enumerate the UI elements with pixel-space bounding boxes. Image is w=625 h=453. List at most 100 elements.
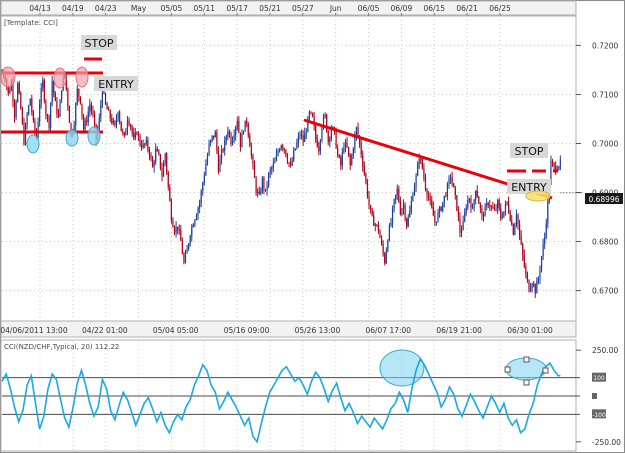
candle-body [134, 132, 136, 138]
candle-body [224, 140, 226, 151]
candle-body [509, 212, 511, 221]
bottom-date-tick: 05/04 05:00 [153, 326, 199, 335]
candle-body [551, 160, 554, 164]
candle-body [37, 121, 39, 138]
candle-body [398, 188, 400, 202]
candle-body [396, 188, 398, 195]
top-date-tick: May [131, 4, 147, 13]
candle-body [493, 208, 496, 210]
candle-body [379, 230, 381, 238]
candle-body [17, 83, 19, 102]
candle-body [145, 139, 147, 145]
resistance-touch-2 [53, 67, 67, 89]
candle-body [233, 135, 235, 140]
candle-body [503, 211, 505, 217]
candle-body [136, 132, 138, 135]
candle-body [371, 208, 373, 216]
candle-body [188, 243, 190, 249]
candle-body [426, 189, 428, 196]
candle-body [177, 226, 179, 230]
candle-body [142, 143, 144, 148]
candle-body [337, 148, 339, 156]
candle-body [108, 109, 110, 111]
candle-body [406, 218, 408, 227]
candle-body [197, 207, 199, 216]
candle-body [34, 120, 36, 131]
candle-body [73, 125, 75, 132]
candle-body [460, 229, 463, 233]
candle-body [167, 171, 169, 188]
candle-body [29, 98, 31, 106]
candle-body [217, 150, 220, 172]
candle-body [20, 93, 22, 109]
candle-body [558, 166, 560, 170]
candle-body [385, 250, 387, 264]
candle-body [249, 135, 251, 147]
candle-body [61, 90, 63, 100]
candle-body [418, 158, 420, 164]
candle-body [446, 183, 449, 197]
candle-body [304, 133, 306, 142]
candle-body [526, 274, 529, 280]
candle-body [158, 151, 160, 155]
candle-body [338, 155, 340, 158]
candle-body [421, 159, 423, 169]
cci-indicator-label: CCI(NZD/CHF,Typical, 20) 112.22 [4, 343, 119, 351]
candle-body [166, 153, 168, 172]
template-label: [Template: CCI] [4, 19, 58, 27]
candle-body [362, 154, 364, 167]
candle-body [432, 207, 434, 216]
candle-body [109, 110, 111, 119]
bottom-date-tick: 06/07 17:00 [365, 326, 411, 335]
candles-series [1, 69, 584, 299]
candle-body [366, 181, 369, 197]
candle-body [288, 162, 290, 164]
candle-body [257, 191, 259, 193]
bottom-date-tick: 05/26 13:00 [295, 326, 341, 335]
candle-body [319, 140, 321, 152]
candle-body [228, 131, 231, 135]
support-touch-3 [87, 126, 101, 146]
candle-body [407, 217, 409, 227]
candle-body [92, 111, 94, 115]
candle-body [279, 149, 281, 152]
candle-body [302, 135, 304, 142]
candle-body [294, 148, 296, 151]
cci-level-box-label: -100 [592, 412, 606, 419]
candle-body [492, 206, 494, 209]
candle-body [214, 131, 216, 138]
top-date-tick: 05/17 [226, 4, 248, 13]
candle-body [216, 131, 218, 151]
candle-body [454, 187, 456, 196]
candle-body [13, 101, 16, 118]
candle-body [130, 124, 132, 127]
candle-body [346, 142, 348, 147]
bottom-date-tick: 06/30 01:00 [507, 326, 553, 335]
candle-body [293, 150, 295, 161]
candle-body [462, 221, 464, 230]
candle-body [159, 154, 162, 169]
candle-body [534, 284, 536, 294]
candle-body [151, 158, 154, 168]
candle-body [504, 204, 507, 212]
candle-body [90, 104, 93, 112]
candle-body [440, 207, 442, 211]
candle-body [40, 88, 42, 104]
candle-body [484, 205, 486, 217]
candle-body [161, 168, 163, 177]
candle-body [144, 143, 146, 145]
candle-body [559, 159, 561, 167]
candle-body [68, 106, 71, 124]
candle-body [263, 177, 265, 189]
candle-body [467, 200, 469, 208]
entry-highlight [525, 190, 551, 202]
candle-body [479, 203, 481, 209]
candle-body [495, 208, 497, 210]
bottom-date-ticks: 04/06/2011 13:00 04/22 01:00 05/04 05:00 05… [0, 326, 553, 335]
candle-body [258, 191, 260, 194]
cci-marker-1 [504, 366, 511, 373]
candle-body [384, 253, 386, 264]
candle-body [206, 155, 209, 165]
candle-body [487, 203, 489, 206]
candle-body [490, 206, 492, 208]
